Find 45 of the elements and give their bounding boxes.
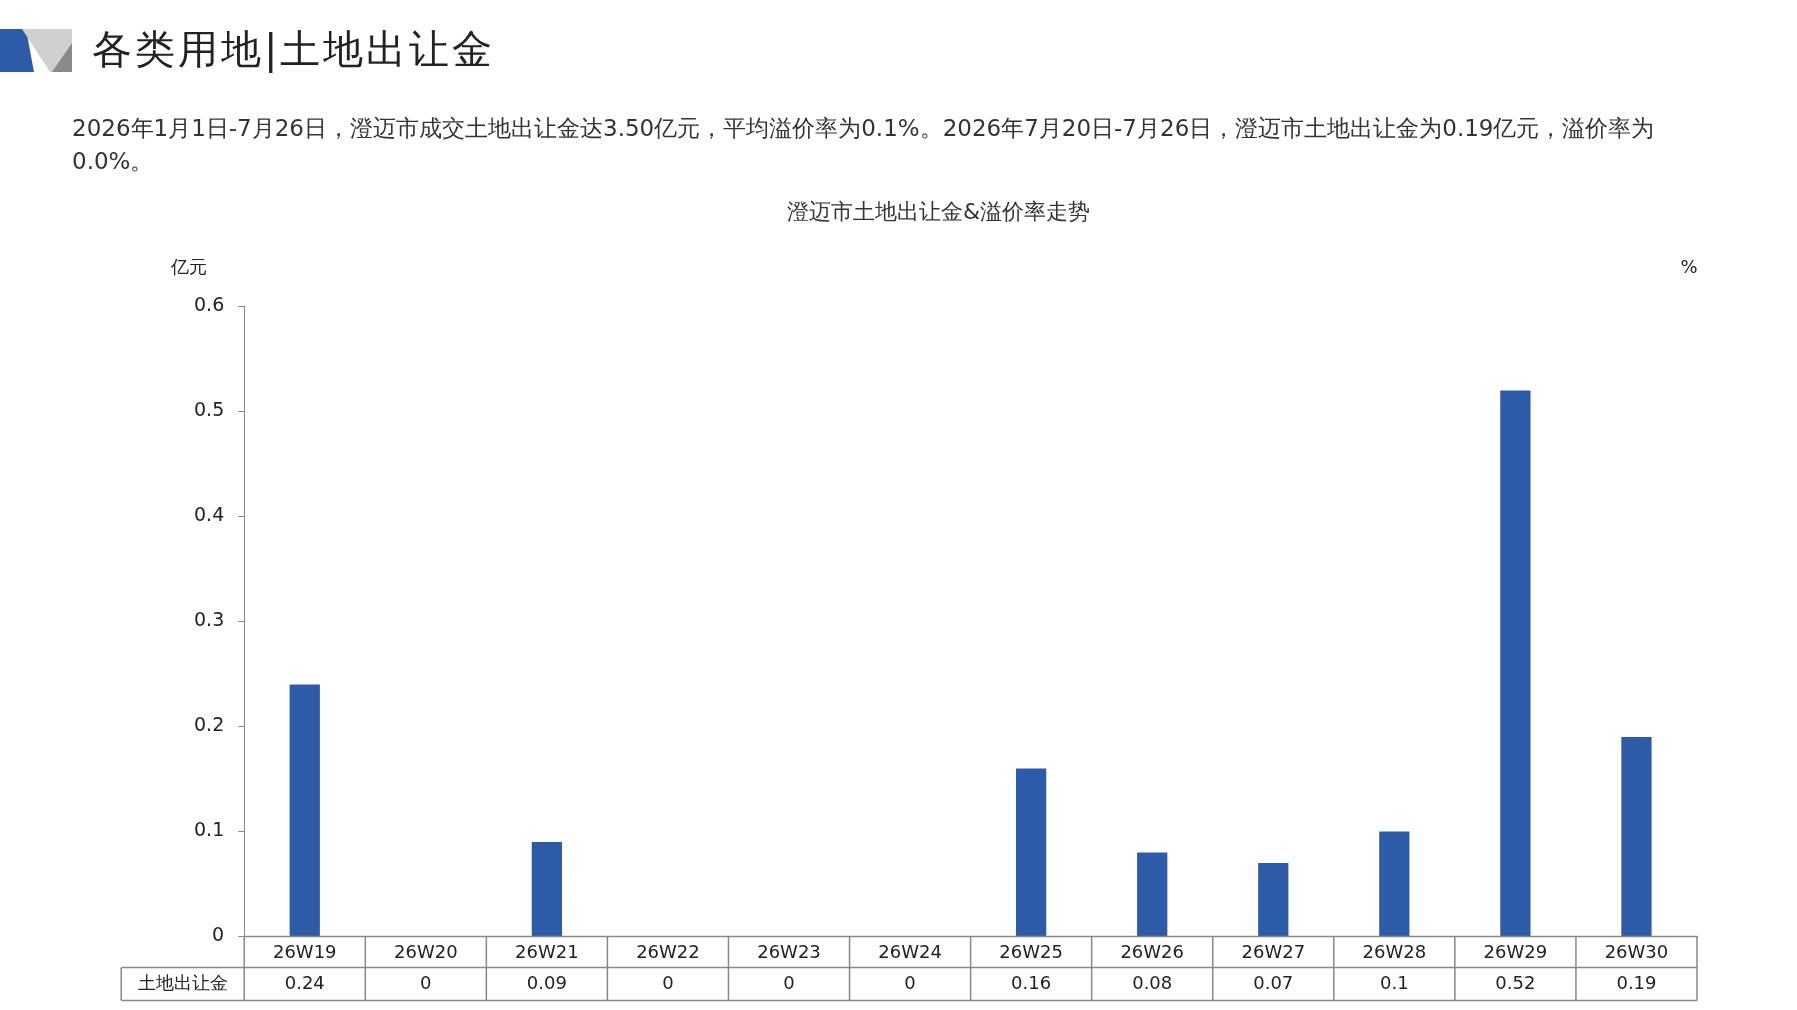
data-label: 0 (662, 971, 674, 993)
y-tick-label: 0.6 (194, 293, 225, 316)
x-tick-label: 26W30 (1604, 940, 1669, 962)
x-tick-label: 26W22 (636, 940, 700, 962)
data-label: 0 (420, 971, 432, 993)
data-label: 0 (904, 971, 916, 993)
bar (1258, 862, 1289, 936)
x-tick-label: 26W23 (757, 940, 821, 962)
text: 2026年1月1日-7月26日，澄迈市成交土地出让金达3.50亿元，平均溢价率为0.1%。2026年7月20日-7月26日，澄迈市土地出让金为0.19亿元，溢价率为0.0%。 (72, 114, 1656, 176)
y-axis-title: 亿元 (170, 256, 208, 278)
x-tick-label: 26W21 (515, 940, 579, 962)
bar (1379, 831, 1410, 936)
data-label: 0.16 (1011, 971, 1052, 993)
x-tick-label: 26W28 (1362, 940, 1427, 962)
y-tick-label: 0.5 (194, 398, 225, 421)
x-tick-label: 26W27 (1241, 940, 1306, 962)
bar (289, 684, 320, 936)
bar (531, 841, 563, 936)
y-tick-label: 0.4 (194, 503, 225, 526)
x-tick-label: 26W19 (272, 940, 337, 962)
data-label: 0 (783, 971, 795, 993)
y-tick-label: 0.3 (194, 608, 225, 631)
data-label: 0.09 (526, 971, 567, 993)
y-tick-label: 0.2 (194, 713, 225, 736)
data-label: 0.1 (1380, 971, 1409, 993)
text: 土地出让金 (137, 971, 228, 993)
y-tick-label: 0.1 (194, 818, 225, 841)
bar (1016, 768, 1047, 936)
bar (1137, 852, 1168, 936)
data-label: 0.19 (1616, 971, 1657, 993)
x-tick-label: 26W26 (1120, 940, 1185, 962)
chart-title: 澄迈市土地出让金&溢价率走势 (786, 198, 1091, 224)
x-tick-label: 26W25 (999, 940, 1063, 962)
data-label: 0.08 (1132, 971, 1173, 993)
x-tick-label: 26W24 (878, 940, 942, 962)
data-label: 0.07 (1253, 971, 1294, 993)
y-tick-label: 0 (212, 923, 225, 946)
data-label: 0.52 (1495, 971, 1536, 993)
bar (1500, 390, 1531, 936)
bar (1621, 736, 1652, 936)
data-label: 0.24 (284, 971, 325, 993)
x-tick-label: 26W29 (1483, 940, 1548, 962)
x-tick-label: 26W20 (394, 940, 458, 962)
text: 各类用地|土地出让金 (92, 25, 496, 75)
y2-axis-title: % (1680, 256, 1698, 278)
